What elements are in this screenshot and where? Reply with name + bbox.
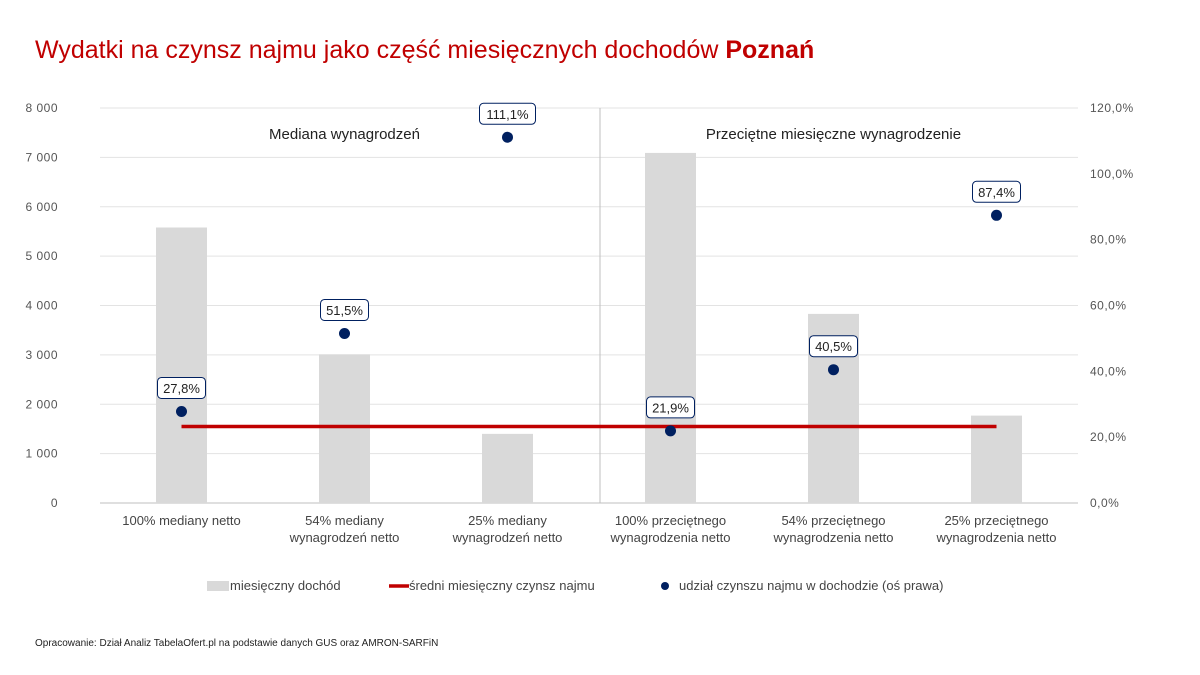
gridlines [100, 107, 1078, 504]
data-label: 40,5% [815, 339, 852, 354]
left-tick-label: 4 000 [25, 299, 58, 313]
left-tick-label: 7 000 [25, 150, 58, 164]
share-dot [502, 131, 513, 143]
right-tick-label: 20,0% [1090, 430, 1127, 444]
right-tick-label: 0,0% [1090, 496, 1119, 510]
right-tick-label: 120,0% [1090, 101, 1134, 115]
bars [156, 152, 1022, 504]
category-label-line: wynagrodzeń netto [289, 530, 400, 545]
right-axis: 0,0% 20,0% 40,0% 60,0% 80,0% 100,0% 120,0% [1090, 101, 1134, 510]
category-label: 25% przeciętnego wynagrodzenia netto [936, 513, 1057, 545]
share-dot [991, 209, 1002, 221]
chart-title: Wydatki na czynsz najmu jako część miesi… [35, 36, 814, 65]
bar [156, 227, 207, 504]
bar [971, 415, 1022, 503]
left-tick-label: 3 000 [25, 348, 58, 362]
data-label-box [479, 102, 536, 125]
category-label-line: 25% mediany [468, 513, 547, 528]
data-label-box [320, 298, 369, 321]
data-label: 111,1% [486, 107, 529, 122]
category-label-line: 54% przeciętnego [781, 513, 885, 528]
category-label-line: 100% mediany netto [122, 513, 241, 528]
x-axis: 100% mediany netto 54% mediany wynagrodzeń… [122, 513, 1056, 545]
left-tick-label: 1 000 [25, 447, 58, 461]
legend-bar-label: miesięczny dochód [230, 578, 341, 593]
data-label: 51,5% [326, 303, 363, 318]
legend-dot-swatch [661, 582, 669, 590]
bar [645, 152, 696, 503]
category-label-line: 54% mediany [305, 513, 384, 528]
category-label-line: 25% przeciętnego [944, 513, 1048, 528]
share-dot [665, 425, 676, 437]
share-dot [339, 327, 350, 339]
category-label-line: 100% przeciętnego [615, 513, 726, 528]
legend-dot-label: udział czynszu najmu w dochodzie (oś pra… [679, 578, 943, 593]
left-axis: 0 1 000 2 000 3 000 4 000 5 000 6 000 7 000 8 00… [25, 101, 58, 510]
bar [319, 354, 370, 503]
group-label: Przeciętne miesięczne wynagrodzenie [706, 126, 961, 143]
right-tick-label: 80,0% [1090, 233, 1127, 247]
legend-bar-swatch [207, 581, 229, 591]
data-label: 87,4% [978, 185, 1015, 200]
category-label-line: wynagrodzeń netto [452, 530, 563, 545]
share-dots: 27,8% 51,5% 111,1% 21,9% 40,5% 87,4% [157, 102, 1021, 437]
chart-title-city: Poznań [725, 36, 815, 64]
left-tick-label: 5 000 [25, 249, 58, 263]
left-tick-label: 2 000 [25, 397, 58, 411]
category-label-line: wynagrodzenia netto [773, 530, 894, 545]
data-label: 27,8% [163, 381, 200, 396]
bar [482, 433, 533, 503]
category-label: 100% mediany netto [122, 513, 241, 528]
category-label: 25% mediany wynagrodzeń netto [452, 513, 563, 545]
category-label-line: wynagrodzenia netto [610, 530, 731, 545]
share-dot [828, 364, 839, 376]
legend-line-label: średni miesięczny czynsz najmu [409, 578, 595, 593]
group-labels: Mediana wynagrodzeń Przeciętne miesięczne… [269, 126, 961, 143]
legend: miesięczny dochód średni miesięczny czyns… [207, 578, 943, 593]
group-label: Mediana wynagrodzeń [269, 126, 420, 143]
left-tick-label: 6 000 [25, 200, 58, 214]
data-label-box [809, 335, 858, 358]
left-tick-label: 0 [51, 496, 58, 510]
right-tick-label: 100,0% [1090, 167, 1134, 181]
share-dot [176, 405, 187, 417]
left-tick-label: 8 000 [25, 101, 58, 115]
chart-title-main: Wydatki na czynsz najmu jako część miesi… [35, 36, 726, 64]
data-label-box [157, 376, 206, 399]
right-tick-label: 40,0% [1090, 364, 1127, 378]
data-label: 21,9% [652, 400, 689, 415]
category-label: 100% przeciętnego wynagrodzenia netto [610, 513, 731, 545]
data-label-box [972, 180, 1021, 203]
category-label-line: wynagrodzenia netto [936, 530, 1057, 545]
data-label-box [646, 396, 695, 419]
category-label: 54% mediany wynagrodzeń netto [289, 513, 400, 545]
source-note: Opracowanie: Dział Analiz TabelaOfert.pl… [35, 638, 439, 649]
right-tick-label: 60,0% [1090, 299, 1127, 313]
category-label: 54% przeciętnego wynagrodzenia netto [773, 513, 894, 545]
